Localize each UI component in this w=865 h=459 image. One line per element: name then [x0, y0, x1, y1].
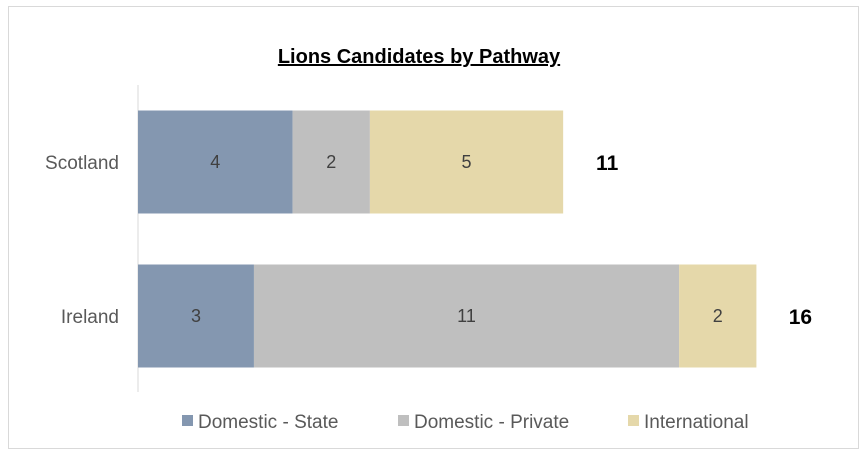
chart-frame: [8, 6, 859, 449]
data-label-scotland-domestic-state: 4: [210, 152, 220, 172]
data-label-scotland-international: 5: [462, 152, 472, 172]
data-label-ireland-international: 2: [713, 306, 723, 326]
bar-scotland-international: [369, 110, 564, 214]
chart-title: Lions Candidates by Pathway: [278, 46, 561, 68]
bars-group: Scotland 4 2 5 11 Ireland 3 11 2 16: [45, 110, 812, 368]
bar-scotland-domestic-private: [292, 110, 370, 214]
total-label-scotland: 11: [596, 152, 619, 175]
legend: Domestic - State Domestic - Private Intern…: [182, 412, 749, 433]
total-label-ireland: 16: [789, 306, 812, 329]
category-label-scotland: Scotland: [45, 153, 119, 174]
bar-ireland-international: [679, 264, 757, 368]
data-label-scotland-domestic-private: 2: [326, 152, 336, 172]
legend-label-international: International: [644, 412, 749, 433]
legend-label-domestic-private: Domestic - Private: [414, 412, 569, 433]
bar-ireland-domestic-private: [253, 264, 680, 368]
bar-scotland-domestic-state: [138, 110, 293, 214]
legend-swatch-domestic-state: [182, 415, 193, 426]
data-label-ireland-domestic-state: 3: [191, 306, 201, 326]
bar-ireland-domestic-state: [138, 264, 254, 368]
legend-label-domestic-state: Domestic - State: [198, 412, 338, 433]
category-label-ireland: Ireland: [61, 307, 119, 328]
data-label-ireland-domestic-private: 11: [457, 306, 476, 326]
legend-swatch-international: [628, 415, 639, 426]
legend-swatch-domestic-private: [398, 415, 409, 426]
